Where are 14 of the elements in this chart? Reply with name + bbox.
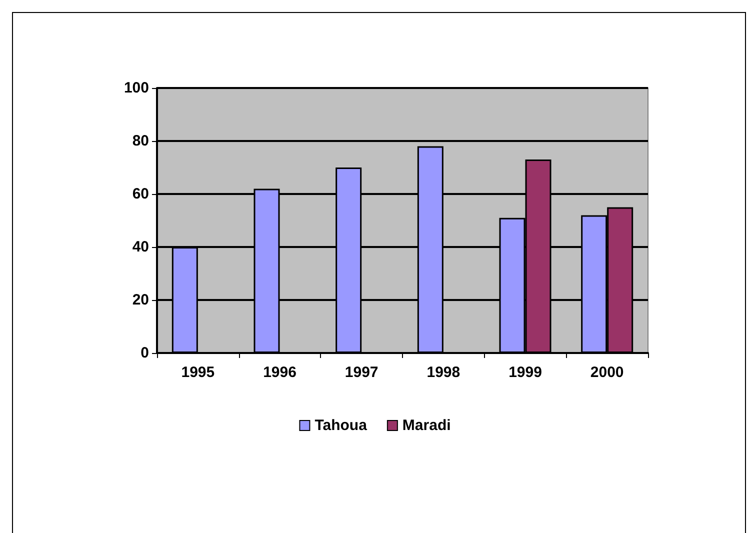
y-tick-label: 0 — [140, 344, 149, 362]
y-tick-label: 100 — [124, 80, 149, 96]
x-tick-label: 1995 — [181, 364, 215, 381]
y-tick-label: 20 — [132, 292, 149, 308]
y-tick-label: 80 — [132, 132, 149, 150]
x-tick-label: 1999 — [508, 364, 542, 381]
y-tick-label: 60 — [132, 186, 149, 202]
x-tick-label: 1996 — [263, 364, 296, 381]
x-tick-label: 1997 — [344, 364, 378, 381]
y-tick-label: 40 — [132, 238, 149, 256]
legend-label: Maradi — [402, 417, 451, 434]
x-tick-label: 1998 — [426, 364, 460, 381]
x-tick-label: 2000 — [590, 364, 624, 381]
legend-label: Tahoua — [314, 417, 368, 434]
